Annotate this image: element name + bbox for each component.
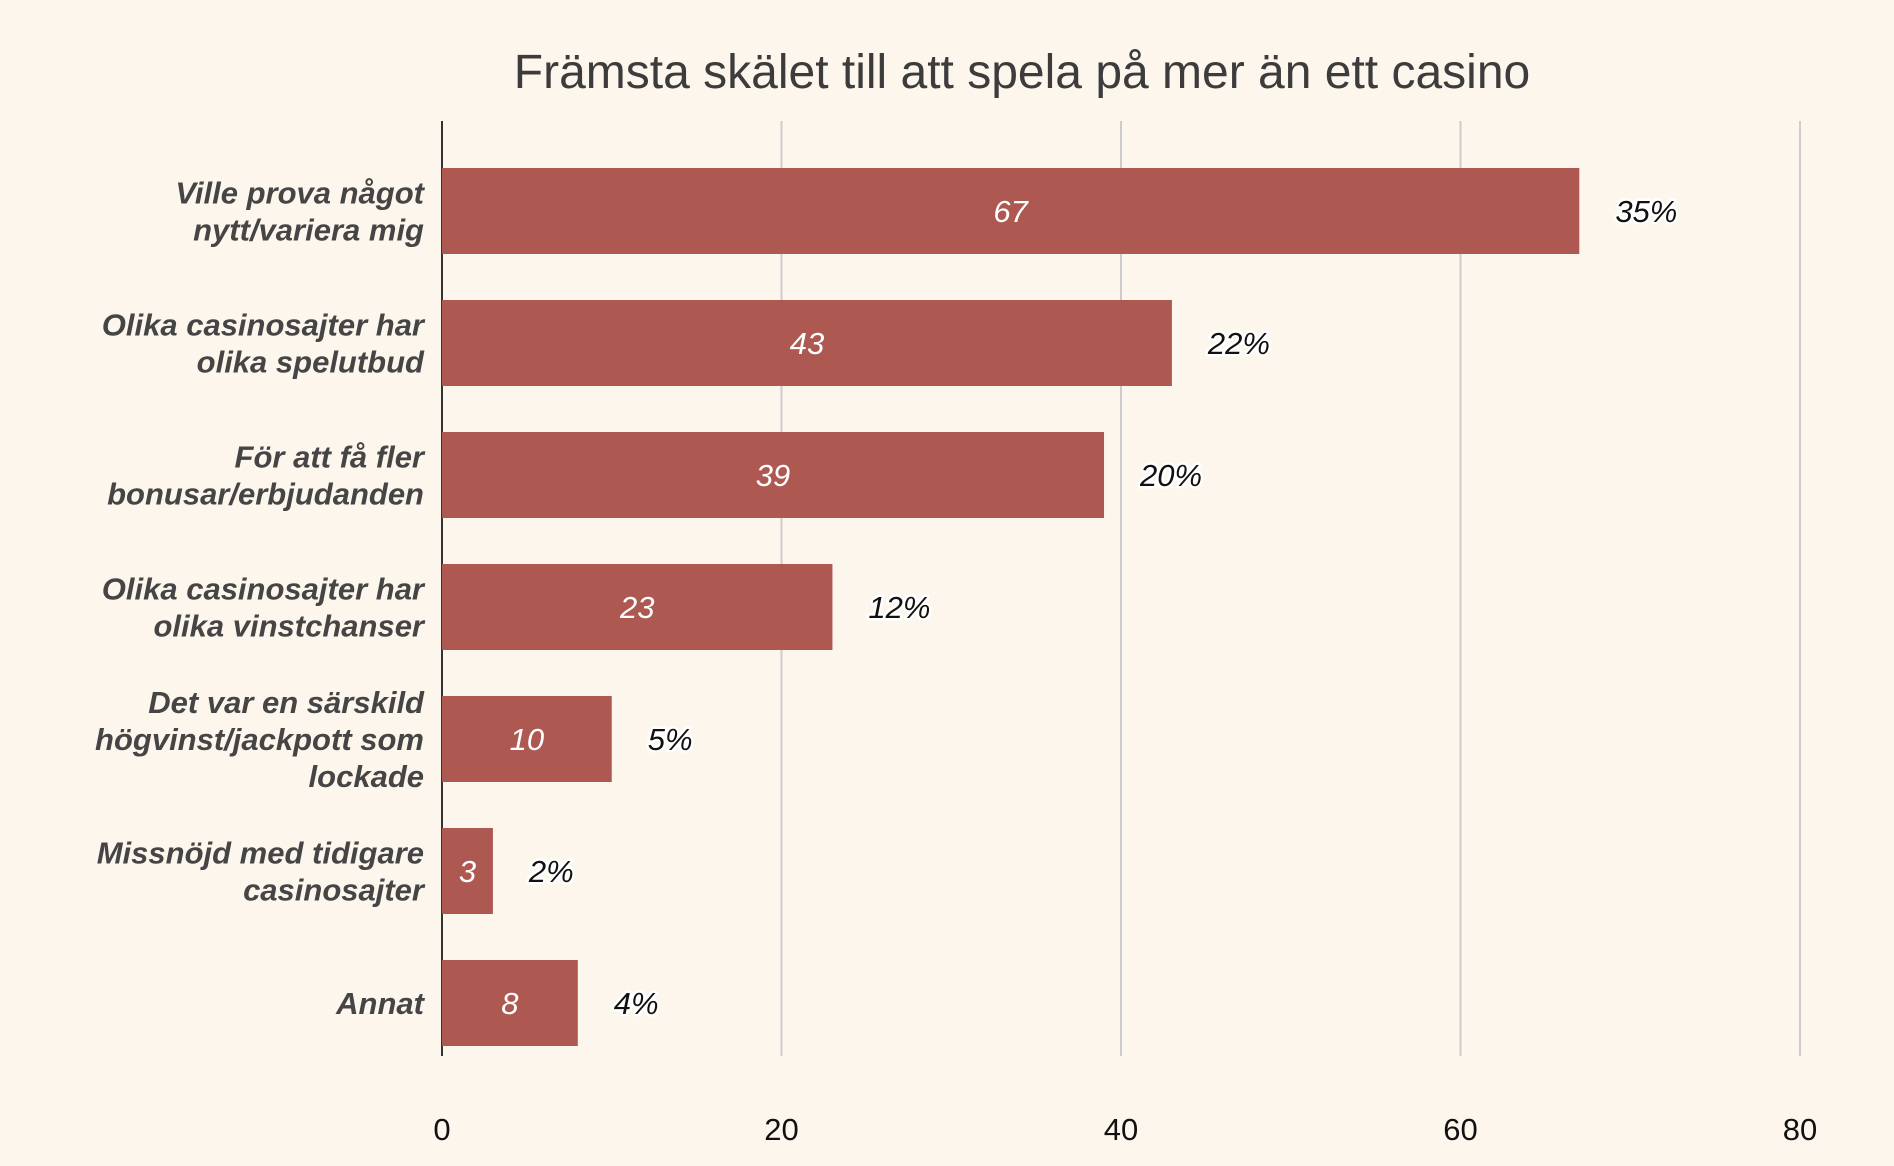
bar (442, 168, 1580, 254)
x-tick-label: 60 (1443, 1112, 1477, 1147)
percent-label: 4% (614, 986, 659, 1021)
bar-value-label: 3 (459, 854, 476, 889)
category-label: Missnöjd med tidigare casinosajter (97, 836, 426, 908)
bar (442, 300, 1172, 386)
percent-label: 5% (648, 722, 693, 757)
category-label-line: Annat (335, 986, 426, 1021)
category-label-line: Olika casinosajter har (102, 572, 426, 607)
bar (442, 960, 578, 1046)
category-label-line: nytt/variera mig (193, 213, 424, 248)
bar (442, 828, 493, 914)
bar-value-label: 10 (510, 722, 544, 757)
bar (442, 696, 612, 782)
category-label-line: högvinst/jackpott som (95, 722, 424, 757)
category-label-line: olika spelutbud (197, 345, 425, 380)
category-label-line: För att få fler (235, 440, 426, 475)
category-label-line: lockade (309, 759, 424, 794)
bar-value-label: 43 (790, 326, 824, 361)
category-label-line: casinosajter (243, 873, 426, 908)
category-label: För att få fler bonusar/erbjudanden (107, 440, 426, 512)
percent-label: 2% (528, 854, 574, 889)
bar-value-label: 67 (993, 194, 1029, 229)
category-label: Olika casinosajter har olika vinstchanser (102, 572, 426, 644)
percent-label: 12% (868, 590, 930, 625)
x-tick-label: 80 (1783, 1112, 1817, 1147)
x-tick-label: 0 (433, 1112, 450, 1147)
category-label: Ville prova något nytt/variera mig (175, 176, 425, 248)
category-label-line: olika vinstchanser (153, 609, 425, 644)
bar-value-label: 39 (756, 458, 790, 493)
x-tick-label: 20 (764, 1112, 798, 1147)
category-label-line: Missnöjd med tidigare (97, 836, 424, 871)
bar (442, 432, 1105, 518)
percent-label: 20% (1139, 458, 1202, 493)
category-label-line: Olika casinosajter har (102, 308, 426, 343)
category-label-line: Det var en särskild (148, 685, 425, 720)
category-label: Annat (335, 986, 426, 1021)
category-label: Olika casinosajter har olika spelutbud (102, 308, 426, 380)
chart-title: Främsta skälet till att spela på mer än … (514, 46, 1530, 99)
x-tick-label: 40 (1104, 1112, 1138, 1147)
bar-value-label: 23 (619, 590, 654, 625)
category-label-line: Ville prova något (175, 176, 425, 211)
bar-value-label: 8 (501, 986, 519, 1021)
category-label: Det var en särskild högvinst/jackpott som… (95, 685, 425, 794)
percent-label: 35% (1615, 194, 1677, 229)
category-label-line: bonusar/erbjudanden (107, 477, 424, 512)
bar (442, 564, 833, 650)
percent-label: 22% (1207, 326, 1270, 361)
